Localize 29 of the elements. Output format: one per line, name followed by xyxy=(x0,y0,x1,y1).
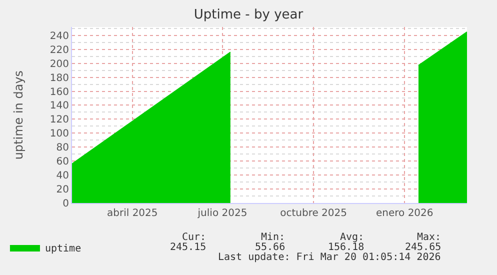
x-tick-label: enero 2026 xyxy=(376,208,434,219)
y-tick-label: 240 xyxy=(50,30,69,42)
y-tick-label: 20 xyxy=(56,184,69,196)
y-tick-label: 140 xyxy=(50,100,69,112)
x-tick-label: octubre 2025 xyxy=(280,208,348,219)
text: 245.65 xyxy=(405,242,442,253)
text: 156.18 xyxy=(328,242,364,253)
x-tick-label: abril 2025 xyxy=(107,208,158,219)
y-tick-label: 180 xyxy=(50,72,69,84)
y-tick-label: 80 xyxy=(56,142,69,154)
text: Max: xyxy=(417,232,442,243)
text: 55.66 xyxy=(255,242,286,253)
legend-label: uptime xyxy=(44,243,82,254)
text: Last update: Fri Mar 20 01:05:14 2026 xyxy=(218,252,441,263)
y-axis-title: uptime in days xyxy=(12,70,26,160)
x-tick-label: julio 2025 xyxy=(196,208,248,219)
y-tick-label: 200 xyxy=(50,58,69,70)
text: Avg: xyxy=(340,232,364,243)
y-tick-label: 160 xyxy=(50,86,69,98)
chart-title: Uptime - by year xyxy=(194,7,304,22)
y-tick-label: 220 xyxy=(50,44,69,56)
y-tick-label: 0 xyxy=(62,198,69,210)
y-tick-label: 60 xyxy=(56,156,69,168)
text: Cur: xyxy=(182,232,206,243)
text: Min: xyxy=(261,232,286,243)
y-tick-label: 100 xyxy=(50,128,69,140)
text: 245.15 xyxy=(170,242,206,253)
y-tick-label: 40 xyxy=(56,170,69,182)
y-tick-label: 120 xyxy=(50,114,69,126)
